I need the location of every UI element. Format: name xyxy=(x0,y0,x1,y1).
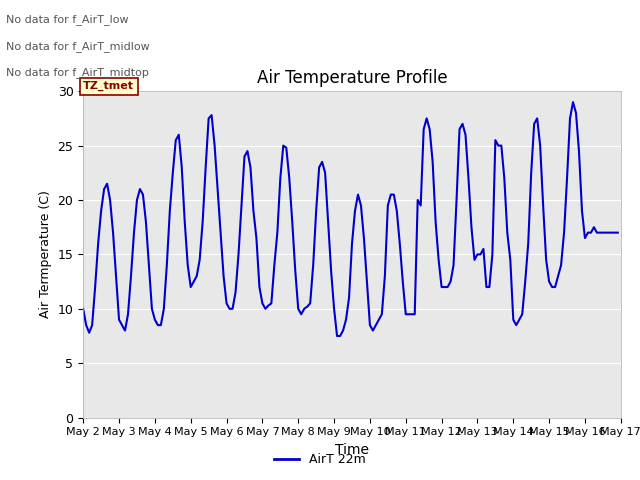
Title: Air Temperature Profile: Air Temperature Profile xyxy=(257,69,447,87)
Y-axis label: Air Termperature (C): Air Termperature (C) xyxy=(39,191,52,318)
Legend: AirT 22m: AirT 22m xyxy=(269,448,371,471)
Text: TZ_tmet: TZ_tmet xyxy=(83,81,134,91)
Text: No data for f_AirT_midlow: No data for f_AirT_midlow xyxy=(6,41,150,52)
X-axis label: Time: Time xyxy=(335,443,369,457)
Text: No data for f_AirT_low: No data for f_AirT_low xyxy=(6,14,129,25)
Text: No data for f_AirT_midtop: No data for f_AirT_midtop xyxy=(6,67,149,78)
